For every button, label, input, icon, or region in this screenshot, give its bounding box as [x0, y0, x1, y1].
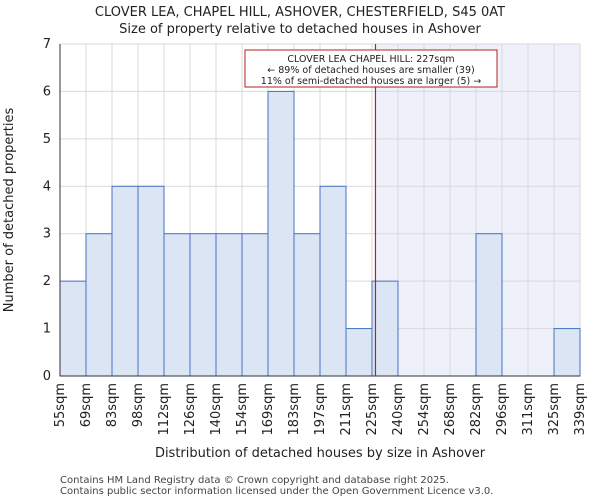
histogram-bar — [59, 280, 87, 377]
x-tick-label: 240sqm — [391, 383, 406, 436]
footer-line-1: Contains HM Land Registry data © Crown c… — [60, 475, 449, 486]
annotation-line-2: ← 89% of detached houses are smaller (39… — [267, 65, 474, 76]
x-tick-label: 311sqm — [521, 383, 536, 436]
x-axis-label: Distribution of detached houses by size … — [155, 446, 486, 461]
histogram-bar — [189, 233, 217, 377]
x-tick-label: 183sqm — [287, 383, 302, 436]
y-tick-label: 7 — [43, 37, 51, 52]
histogram-bar — [163, 233, 191, 377]
histogram-bar — [215, 233, 243, 377]
histogram-bar — [345, 328, 373, 377]
x-tick-label: 296sqm — [495, 383, 510, 436]
histogram-bar — [475, 233, 503, 377]
histogram-bar — [293, 233, 321, 377]
x-tick-label: 325sqm — [547, 383, 562, 436]
x-tick-label: 211sqm — [339, 383, 354, 436]
y-tick-label: 6 — [43, 84, 51, 99]
x-tick-label: 197sqm — [313, 383, 328, 436]
x-tick-label: 339sqm — [573, 383, 588, 436]
x-tick-label: 112sqm — [157, 383, 172, 436]
histogram-bar — [267, 90, 295, 377]
y-axis-label: Number of detached properties — [2, 108, 17, 313]
x-tick-label: 225sqm — [365, 383, 380, 436]
histogram-bar — [111, 185, 139, 377]
x-tick-label: 126sqm — [183, 383, 198, 436]
chart-subtitle: Size of property relative to detached ho… — [119, 22, 481, 37]
x-tick-label: 69sqm — [79, 383, 94, 427]
x-tick-label: 254sqm — [417, 383, 432, 436]
x-tick-label: 98sqm — [131, 383, 146, 427]
x-tick-label: 55sqm — [53, 383, 68, 427]
x-tick-label: 140sqm — [209, 383, 224, 436]
histogram-bar — [319, 185, 347, 377]
annotation-box — [244, 49, 498, 88]
footer-line-2: Contains public sector information licen… — [60, 486, 493, 497]
histogram-bar — [241, 233, 269, 377]
annotation-line-3: 11% of semi-detached houses are larger (… — [261, 76, 481, 87]
x-tick-label: 154sqm — [235, 383, 250, 436]
histogram-bar — [553, 328, 581, 377]
x-tick-label: 282sqm — [469, 383, 484, 436]
y-tick-label: 1 — [43, 322, 51, 337]
plot-area: 0 1 2 3 4 5 6 7 55sqm 69sqm 83sqm 98sqm 112sqm 126sqm… — [43, 37, 588, 436]
y-tick-label: 2 — [43, 274, 51, 289]
y-tick-label: 0 — [43, 369, 51, 384]
y-tick-label: 3 — [43, 227, 51, 242]
histogram-bar — [85, 233, 113, 377]
y-tick-label: 4 — [43, 179, 51, 194]
y-tick-label: 5 — [43, 132, 51, 147]
x-tick-label: 268sqm — [443, 383, 458, 436]
chart-title: CLOVER LEA, CHAPEL HILL, ASHOVER, CHESTE… — [95, 5, 505, 20]
x-tick-label: 83sqm — [105, 383, 120, 427]
annotation-line-1: CLOVER LEA CHAPEL HILL: 227sqm — [287, 54, 454, 65]
histogram-bar — [137, 185, 165, 377]
x-tick-label: 169sqm — [261, 383, 276, 436]
histogram-bar — [371, 280, 399, 377]
